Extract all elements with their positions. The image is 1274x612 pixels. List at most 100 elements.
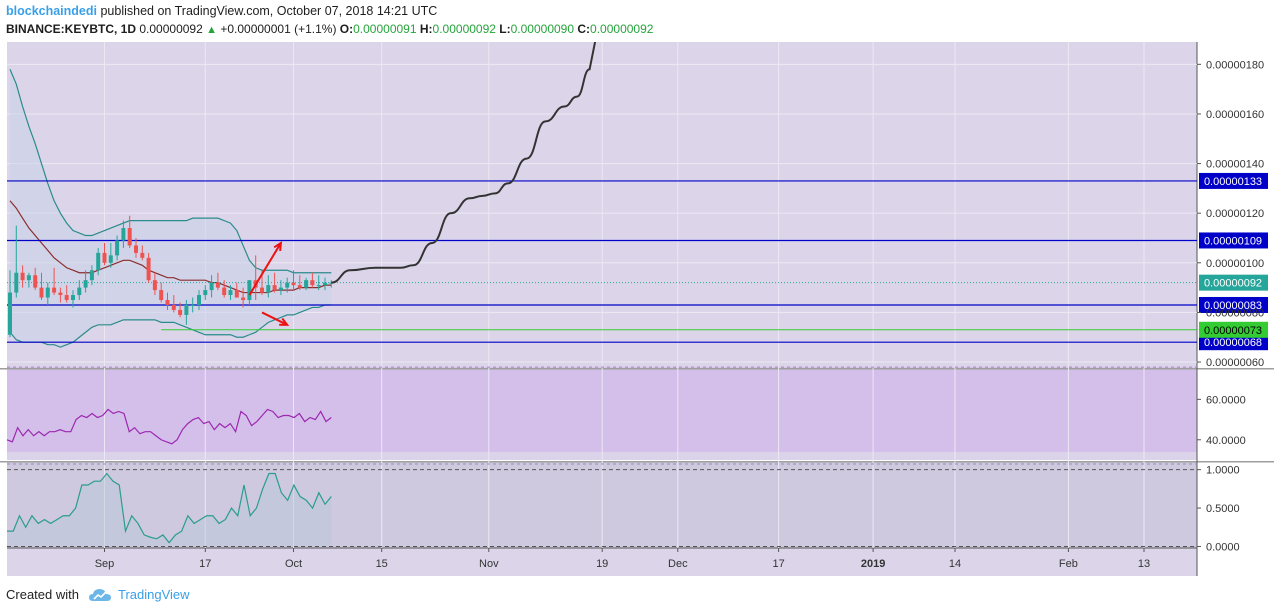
price-tick-label-5: 0.00000080 <box>1206 307 1264 319</box>
candle-body <box>165 300 170 305</box>
close-value: 0.00000092 <box>590 22 654 36</box>
candle-body <box>316 285 321 287</box>
candle-body <box>234 290 239 298</box>
candle-body <box>83 280 88 288</box>
candle-body <box>304 280 309 288</box>
price-tick-label-1: 0.00000160 <box>1206 109 1264 121</box>
time-axis[interactable]: Sep 17 Oct 15 Nov 19 Dec 17 2019 14 Feb 13 <box>95 548 1150 570</box>
last-price-label: 0.00000092 <box>1204 278 1262 290</box>
stoch-fill <box>7 473 332 547</box>
candle-body <box>285 282 290 288</box>
price-tick-label-3: 0.00000120 <box>1206 208 1264 220</box>
time-tick-label-3: 15 <box>376 558 388 570</box>
candle-body <box>228 290 233 296</box>
tradingview-brand-link[interactable]: TradingView <box>118 587 190 602</box>
symbol-label: BINANCE:KEYBTC, 1D <box>6 22 137 36</box>
candle-body <box>102 252 107 263</box>
low-value: 0.00000090 <box>510 22 575 36</box>
published-text: published on TradingView.com, October 07… <box>100 4 438 18</box>
rsi-pane[interactable] <box>6 366 1197 465</box>
created-with-label: Created with <box>6 587 79 602</box>
candle-body <box>197 295 201 305</box>
candle-body <box>115 240 120 256</box>
candle-body <box>20 272 25 281</box>
candle-body <box>146 257 151 281</box>
stochastic-pane[interactable] <box>7 469 1197 547</box>
time-tick-label-7: 17 <box>772 558 784 570</box>
stoch-tick-label-2: 0.0000 <box>1206 541 1240 553</box>
time-tick-label-0: Sep <box>95 558 115 570</box>
chart-header: blockchaindedi published on TradingView.… <box>0 0 1274 42</box>
ohlc-line: BINANCE:KEYBTC, 1D 0.00000092 ▲ +0.00000… <box>6 22 653 36</box>
time-tick-label-11: 13 <box>1138 558 1150 570</box>
price-tick-label-4: 0.00000100 <box>1206 258 1264 270</box>
candle-body <box>241 297 246 301</box>
candle-body <box>291 282 296 286</box>
candle-body <box>184 304 189 315</box>
pane-separator-1 <box>0 461 1274 463</box>
candle-body <box>178 309 183 315</box>
forecast-arrow-0 <box>248 242 282 296</box>
price-pane[interactable] <box>7 42 1197 348</box>
last-price: 0.00000092 <box>139 22 203 36</box>
forecast-arrowhead-1 <box>279 317 290 326</box>
candle-body <box>58 292 63 296</box>
high-label: H: <box>419 22 433 36</box>
candle-body <box>33 275 38 288</box>
price-tick-label-0: 0.00000180 <box>1206 59 1264 71</box>
close-label: C: <box>577 22 591 36</box>
level-label-bg-3 <box>1199 334 1268 351</box>
candle-body <box>71 295 75 301</box>
price-tick-label-2: 0.00000140 <box>1206 159 1264 171</box>
candle-body <box>272 285 277 291</box>
price-change: +0.00000001 (+1.1%) <box>220 22 337 36</box>
candle-body <box>297 285 302 288</box>
time-tick-label-9: 14 <box>949 558 961 570</box>
level-label-bg-0 <box>1199 172 1268 189</box>
candle-body <box>127 228 132 246</box>
candle-body <box>323 282 327 286</box>
stoch-tick-label-1: 0.5000 <box>1206 503 1240 515</box>
high-value: 0.00000092 <box>432 22 496 36</box>
green-level-label: 0.00000073 <box>1204 325 1262 337</box>
publish-line: blockchaindedi published on TradingView.… <box>6 4 437 18</box>
time-tick-label-1: 17 <box>199 558 211 570</box>
candle-body <box>215 282 220 288</box>
stoch-line <box>7 472 332 544</box>
time-axis-bg <box>7 548 1197 576</box>
stoch-tick-label-0: 1.0000 <box>1206 465 1240 477</box>
candle-body <box>77 287 82 296</box>
author-name[interactable]: blockchaindedi <box>6 4 97 18</box>
candle-body <box>14 272 19 293</box>
candle-body <box>64 295 69 301</box>
candle-body <box>203 290 208 296</box>
projection-curve <box>331 42 597 284</box>
candle-body <box>278 287 283 291</box>
candle-body <box>222 287 227 296</box>
time-tick-label-8: 2019 <box>861 558 885 570</box>
candle-body <box>310 280 315 286</box>
candle-body <box>247 280 252 301</box>
pane-separator-0 <box>0 368 1274 370</box>
level-label-0: 0.00000133 <box>1204 176 1262 188</box>
candle-body <box>140 252 145 258</box>
candle-body <box>89 270 94 281</box>
forecast-arrow-1 <box>261 311 288 326</box>
candle-body <box>26 275 31 281</box>
candle-body <box>52 287 57 293</box>
level-label-bg-1 <box>1199 232 1268 249</box>
chart-canvas[interactable]: 0.00000133 0.00000109 0.00000083 0.00000068… <box>0 42 1274 577</box>
candle-body <box>96 252 101 271</box>
chart-footer: Created with TradingView <box>0 576 1274 612</box>
level-label-bg-2 <box>1199 296 1268 313</box>
rsi-line <box>6 408 332 445</box>
up-triangle-icon: ▲ <box>206 24 217 36</box>
candle-body <box>108 255 113 263</box>
last-price-label-bg <box>1199 274 1268 291</box>
candle-body <box>190 304 195 306</box>
rsi-tick-label-0: 60.0000 <box>1206 394 1246 406</box>
time-tick-label-6: Dec <box>668 558 688 570</box>
price-axis[interactable]: 0.00000133 0.00000109 0.00000083 0.00000068… <box>1197 59 1268 553</box>
candle-body <box>134 245 138 253</box>
open-label: O: <box>339 22 354 36</box>
